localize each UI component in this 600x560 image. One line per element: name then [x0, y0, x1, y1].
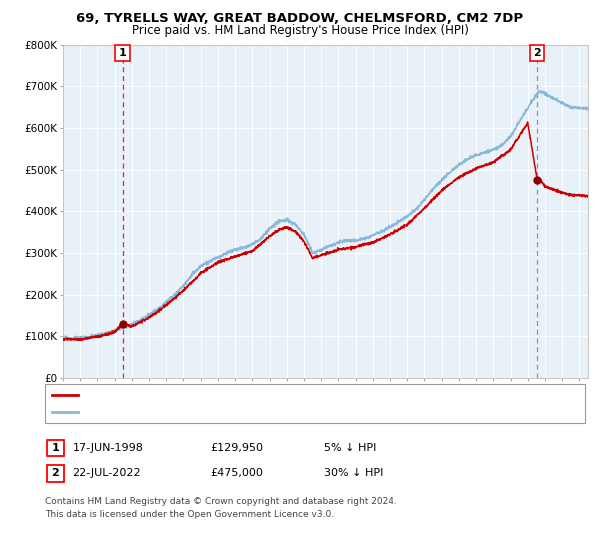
Text: 1: 1 — [119, 48, 127, 58]
Text: 69, TYRELLS WAY, GREAT BADDOW, CHELMSFORD, CM2 7DP: 69, TYRELLS WAY, GREAT BADDOW, CHELMSFOR… — [76, 12, 524, 25]
Text: Price paid vs. HM Land Registry's House Price Index (HPI): Price paid vs. HM Land Registry's House … — [131, 24, 469, 36]
Text: HPI: Average price, detached house, Chelmsford: HPI: Average price, detached house, Chel… — [83, 407, 319, 417]
Text: 2: 2 — [52, 468, 59, 478]
Text: 30% ↓ HPI: 30% ↓ HPI — [324, 468, 383, 478]
Text: 17-JUN-1998: 17-JUN-1998 — [73, 443, 143, 453]
Text: £475,000: £475,000 — [210, 468, 263, 478]
Text: This data is licensed under the Open Government Licence v3.0.: This data is licensed under the Open Gov… — [45, 510, 334, 519]
Text: 1: 1 — [52, 443, 59, 453]
Text: 5% ↓ HPI: 5% ↓ HPI — [324, 443, 376, 453]
Text: 69, TYRELLS WAY, GREAT BADDOW, CHELMSFORD, CM2 7DP (detached house): 69, TYRELLS WAY, GREAT BADDOW, CHELMSFOR… — [83, 390, 469, 400]
Text: Contains HM Land Registry data © Crown copyright and database right 2024.: Contains HM Land Registry data © Crown c… — [45, 497, 397, 506]
Text: £129,950: £129,950 — [210, 443, 263, 453]
Text: 2: 2 — [533, 48, 541, 58]
Text: 22-JUL-2022: 22-JUL-2022 — [73, 468, 141, 478]
